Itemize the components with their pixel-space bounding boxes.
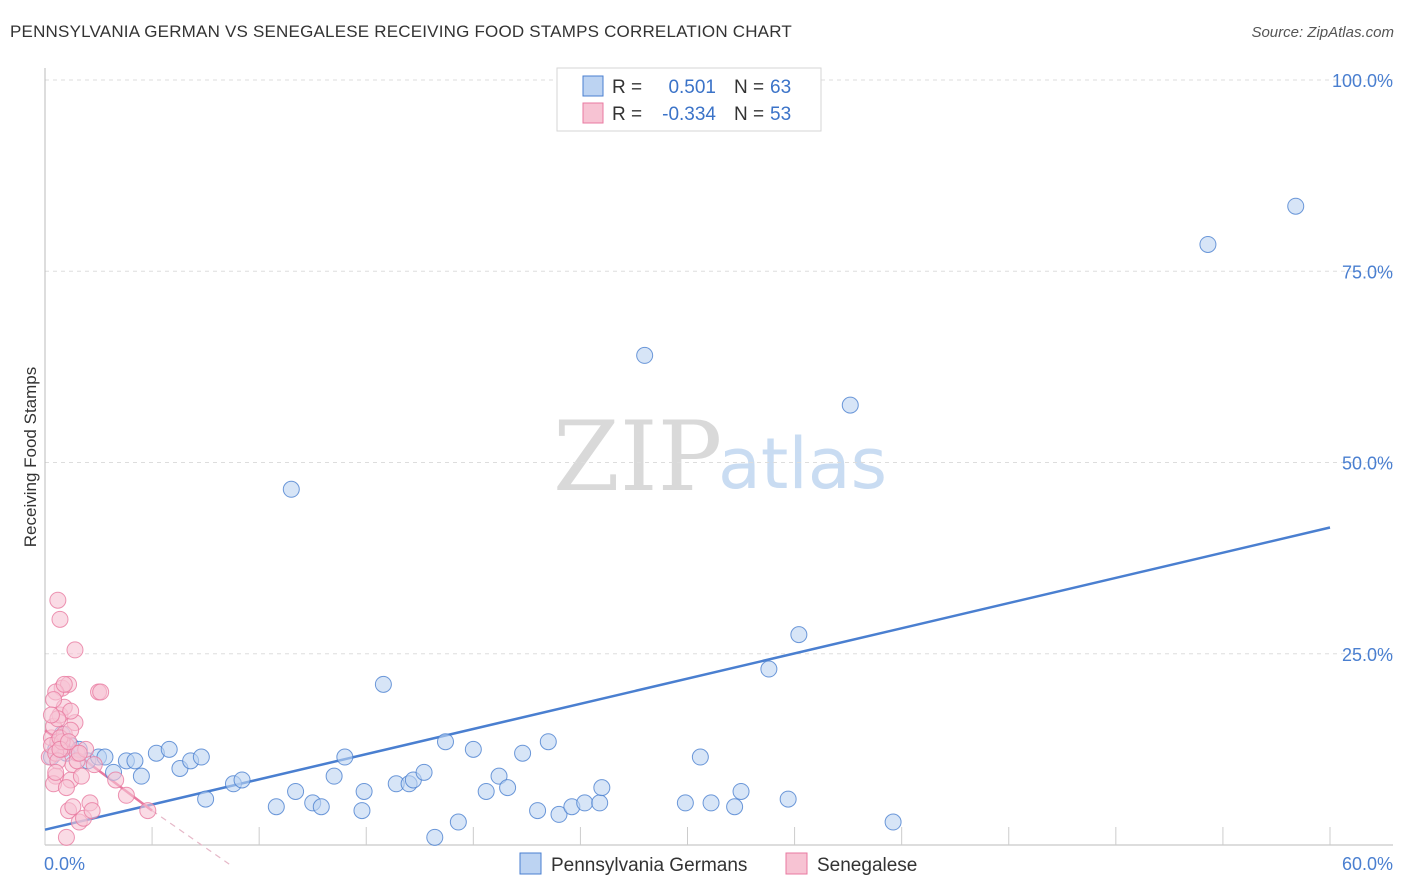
trend-extension-senegalese: [151, 810, 230, 865]
point-pennsylvania-germans: [415, 763, 433, 781]
point-senegalese: [66, 641, 84, 659]
point-pennsylvania-germans: [267, 798, 285, 816]
point-pennsylvania-germans: [691, 748, 709, 766]
y-tick-label: 25.0%: [1342, 645, 1393, 665]
point-pennsylvania-germans: [355, 782, 373, 800]
legend-r-value-1: 0.501: [668, 77, 716, 98]
point-pennsylvania-germans: [726, 798, 744, 816]
point-pennsylvania-germans: [353, 802, 371, 820]
point-senegalese: [72, 767, 90, 785]
series-swatch-pennsylvania-germans: [519, 852, 542, 875]
point-pennsylvania-germans: [591, 794, 609, 812]
point-pennsylvania-germans: [282, 480, 300, 498]
legend-r-label-2: R =: [612, 104, 642, 125]
point-pennsylvania-germans: [676, 794, 694, 812]
point-pennsylvania-germans: [539, 733, 557, 751]
x-tick-label: 0.0%: [44, 854, 85, 874]
point-senegalese: [47, 763, 65, 781]
point-pennsylvania-germans: [325, 767, 343, 785]
legend-r-label-1: R =: [612, 77, 642, 98]
point-pennsylvania-germans: [760, 660, 778, 678]
data-points: [40, 197, 1305, 846]
point-senegalese: [62, 702, 80, 720]
y-tick-label: 100.0%: [1332, 71, 1393, 91]
point-pennsylvania-germans: [449, 813, 467, 831]
point-pennsylvania-germans: [702, 794, 720, 812]
point-senegalese: [70, 744, 88, 762]
point-pennsylvania-germans: [436, 733, 454, 751]
point-pennsylvania-germans: [529, 802, 547, 820]
point-pennsylvania-germans: [464, 740, 482, 758]
point-pennsylvania-germans: [374, 675, 392, 693]
point-pennsylvania-germans: [233, 771, 251, 789]
trend-lines: [44, 526, 1331, 865]
point-pennsylvania-germans: [426, 828, 444, 846]
point-senegalese: [139, 802, 157, 820]
legend-n-label-2: N =: [734, 104, 764, 125]
point-senegalese: [51, 610, 69, 628]
point-pennsylvania-germans: [477, 782, 495, 800]
point-pennsylvania-germans: [336, 748, 354, 766]
gridlines: [45, 79, 1393, 655]
point-pennsylvania-germans: [593, 779, 611, 797]
point-pennsylvania-germans: [779, 790, 797, 808]
source-credit: Source: ZipAtlas.com: [1251, 24, 1394, 41]
point-pennsylvania-germans: [197, 790, 215, 808]
correlation-legend: R = 0.501 N = 63 R = -0.334 N = 53: [556, 67, 822, 132]
point-pennsylvania-germans: [160, 740, 178, 758]
y-tick-label: 75.0%: [1342, 262, 1393, 282]
x-tick-label: 60.0%: [1342, 854, 1393, 874]
legend-n-value-1: 63: [770, 77, 791, 98]
watermark-atlas: atlas: [718, 423, 887, 505]
legend-swatch-blue: [582, 75, 604, 97]
point-pennsylvania-germans: [636, 346, 654, 364]
point-pennsylvania-germans: [884, 813, 902, 831]
point-pennsylvania-germans: [576, 794, 594, 812]
series-swatch-senegalese: [785, 852, 808, 875]
point-senegalese: [85, 756, 103, 774]
point-pennsylvania-germans: [550, 805, 568, 823]
legend-n-label-1: N =: [734, 77, 764, 98]
watermark-zip: ZIP: [553, 401, 722, 513]
point-pennsylvania-germans: [192, 748, 210, 766]
point-pennsylvania-germans: [132, 767, 150, 785]
point-senegalese: [107, 771, 125, 789]
point-senegalese: [45, 691, 63, 709]
point-pennsylvania-germans: [287, 782, 305, 800]
point-pennsylvania-germans: [126, 752, 144, 770]
point-pennsylvania-germans: [312, 798, 330, 816]
point-pennsylvania-germans: [514, 744, 532, 762]
point-pennsylvania-germans: [790, 626, 808, 644]
point-pennsylvania-germans: [1199, 235, 1217, 253]
point-pennsylvania-germans: [499, 779, 517, 797]
legend-r-value-2: -0.334: [662, 104, 716, 125]
series-label-pennsylvania-germans: Pennsylvania Germans: [551, 855, 747, 876]
point-senegalese: [64, 798, 82, 816]
point-senegalese: [57, 828, 75, 846]
point-senegalese: [92, 683, 110, 701]
y-tick-label: 50.0%: [1342, 454, 1393, 474]
chart-title: PENNSYLVANIA GERMAN VS SENEGALESE RECEIV…: [10, 22, 792, 41]
series-label-senegalese: Senegalese: [817, 855, 917, 876]
trend-line-pennsylvania-germans: [44, 526, 1331, 831]
x-tick-labels: 0.0% 60.0%: [44, 854, 1393, 874]
y-tick-labels: 25.0% 50.0% 75.0% 100.0%: [1332, 71, 1393, 665]
series-legend: Pennsylvania Germans Senegalese: [519, 852, 917, 876]
y-axis-label: Receiving Food Stamps: [21, 367, 40, 547]
point-pennsylvania-germans: [490, 767, 508, 785]
point-senegalese: [57, 779, 75, 797]
legend-n-value-2: 53: [770, 104, 791, 125]
point-senegalese: [42, 706, 60, 724]
point-senegalese: [117, 786, 135, 804]
legend-swatch-pink: [582, 102, 604, 124]
point-senegalese: [49, 591, 67, 609]
point-senegalese: [83, 802, 101, 820]
point-pennsylvania-germans: [732, 782, 750, 800]
point-senegalese: [55, 675, 73, 693]
point-pennsylvania-germans: [1287, 197, 1305, 215]
point-senegalese: [60, 733, 78, 751]
point-pennsylvania-germans: [841, 396, 859, 414]
